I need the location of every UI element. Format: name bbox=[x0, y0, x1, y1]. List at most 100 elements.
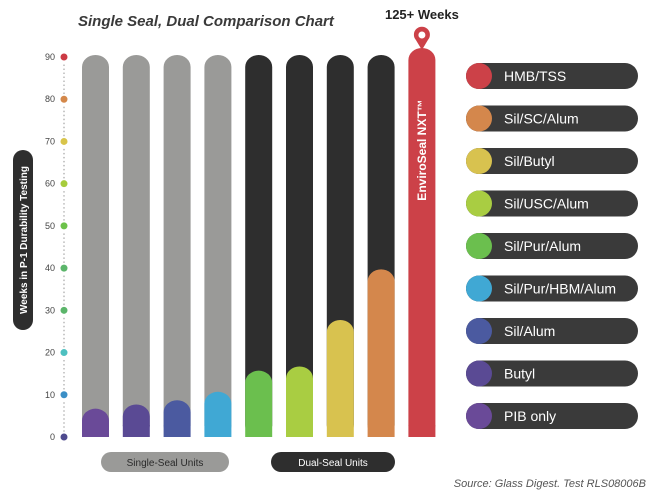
y-tick-label: 80 bbox=[45, 94, 55, 104]
legend-pill bbox=[466, 63, 638, 89]
y-axis-dot bbox=[63, 426, 65, 428]
y-axis-dot bbox=[63, 241, 65, 244]
bar-background bbox=[163, 55, 191, 437]
bar-base bbox=[163, 425, 191, 437]
y-axis-dot bbox=[63, 202, 65, 205]
y-axis-dot bbox=[63, 317, 65, 320]
y-axis-dot bbox=[63, 430, 65, 432]
y-axis-dot bbox=[63, 249, 65, 252]
y-axis-dot bbox=[63, 68, 65, 71]
y-tick-label: 50 bbox=[45, 221, 55, 231]
y-axis-dot bbox=[63, 287, 65, 290]
bar-background bbox=[245, 55, 273, 437]
legend-swatch bbox=[466, 105, 492, 132]
y-axis-dot bbox=[63, 257, 65, 260]
y-axis-dot bbox=[63, 168, 65, 171]
legend-pill bbox=[466, 318, 638, 344]
y-axis-dot bbox=[63, 341, 65, 344]
bar bbox=[367, 269, 395, 437]
y-axis-dot bbox=[63, 206, 65, 209]
bar-base bbox=[122, 425, 150, 437]
legend-label: Sil/Pur/HBM/Alum bbox=[504, 281, 616, 297]
y-axis-dot bbox=[63, 359, 65, 362]
legend-label: Sil/Alum bbox=[504, 323, 555, 339]
y-axis-dot bbox=[63, 387, 65, 390]
bar-background bbox=[122, 55, 150, 437]
bar-background bbox=[286, 55, 313, 437]
y-axis-dot bbox=[63, 214, 65, 217]
y-axis-dot bbox=[63, 126, 65, 129]
y-axis-dot bbox=[63, 303, 65, 306]
y-axis-dot bbox=[63, 410, 65, 412]
legend-label: Sil/Butyl bbox=[504, 153, 555, 169]
y-axis-dot bbox=[63, 279, 65, 282]
legend-swatch bbox=[466, 275, 492, 302]
y-axis-dot bbox=[63, 80, 65, 83]
legend-swatch bbox=[466, 360, 492, 387]
y-tick-dot bbox=[60, 222, 68, 230]
source-note: Source: Glass Digest. Test RLS08006B bbox=[454, 478, 646, 490]
y-axis-dot bbox=[63, 156, 65, 159]
legend-label: Sil/USC/Alum bbox=[504, 196, 589, 212]
y-axis-dot bbox=[63, 333, 65, 336]
y-axis-dot bbox=[63, 106, 65, 109]
y-axis-dot bbox=[63, 291, 65, 294]
y-tick-label: 30 bbox=[45, 305, 55, 315]
bar-base bbox=[286, 425, 313, 437]
legend-pill bbox=[466, 105, 638, 132]
y-axis-dot bbox=[63, 245, 65, 248]
y-axis-dot bbox=[63, 261, 65, 264]
bar-base bbox=[408, 425, 436, 437]
y-axis-dot bbox=[63, 176, 65, 179]
y-tick-label: 0 bbox=[50, 432, 55, 442]
bar-base bbox=[245, 425, 273, 437]
legend-swatch bbox=[466, 190, 492, 217]
y-axis-dot bbox=[63, 321, 65, 324]
bar-base bbox=[204, 425, 232, 437]
bars: 125+ Weeks EnviroSeal NXT™ bbox=[82, 7, 459, 437]
y-tick-label: 70 bbox=[45, 136, 55, 146]
bar-background bbox=[204, 55, 232, 437]
y-axis-dot bbox=[63, 406, 65, 408]
group-label-dual: Dual-Seal Units bbox=[298, 458, 367, 469]
legend-pill bbox=[466, 148, 638, 174]
y-axis-dot bbox=[63, 345, 65, 348]
y-axis-dot bbox=[63, 148, 65, 151]
legend-label: HMB/TSS bbox=[504, 68, 566, 84]
y-axis-dot bbox=[63, 299, 65, 302]
y-axis-dot bbox=[63, 190, 65, 193]
y-axis-dot bbox=[63, 84, 65, 87]
y-axis-dot bbox=[63, 363, 65, 366]
y-axis-dot bbox=[63, 194, 65, 197]
y-axis-ticks: 0 10 20 30 40 50 60 70 80 90 bbox=[45, 52, 68, 442]
y-axis-dot bbox=[63, 110, 65, 113]
y-tick-label: 10 bbox=[45, 390, 55, 400]
y-axis-dot bbox=[63, 122, 65, 125]
y-axis-dot bbox=[63, 418, 65, 420]
y-axis-dot bbox=[63, 367, 65, 370]
legend-label: Sil/Pur/Alum bbox=[504, 238, 581, 254]
legend-swatch bbox=[466, 63, 492, 89]
y-axis-dot bbox=[63, 375, 65, 378]
y-axis-dot bbox=[63, 325, 65, 328]
y-axis-dot bbox=[63, 275, 65, 278]
y-tick-dot bbox=[60, 264, 68, 272]
y-axis-dot bbox=[63, 152, 65, 155]
y-tick-dot bbox=[60, 306, 68, 314]
y-axis-dot bbox=[63, 160, 65, 163]
y-axis-dot bbox=[63, 329, 65, 332]
pin-marker-center bbox=[418, 31, 426, 39]
bar-base bbox=[326, 425, 354, 437]
legend-pill bbox=[466, 403, 638, 429]
group-label-dual-bg bbox=[271, 452, 395, 472]
y-axis-dot bbox=[63, 198, 65, 201]
legend-label: Sil/SC/Alum bbox=[504, 111, 579, 127]
y-axis-dot bbox=[63, 414, 65, 416]
bar bbox=[245, 370, 273, 437]
y-axis-dot bbox=[63, 422, 65, 424]
bar-annotation: 125+ Weeks bbox=[385, 7, 459, 22]
y-axis-dot bbox=[63, 237, 65, 240]
y-tick-dot bbox=[60, 349, 68, 357]
y-axis-dot bbox=[63, 253, 65, 256]
